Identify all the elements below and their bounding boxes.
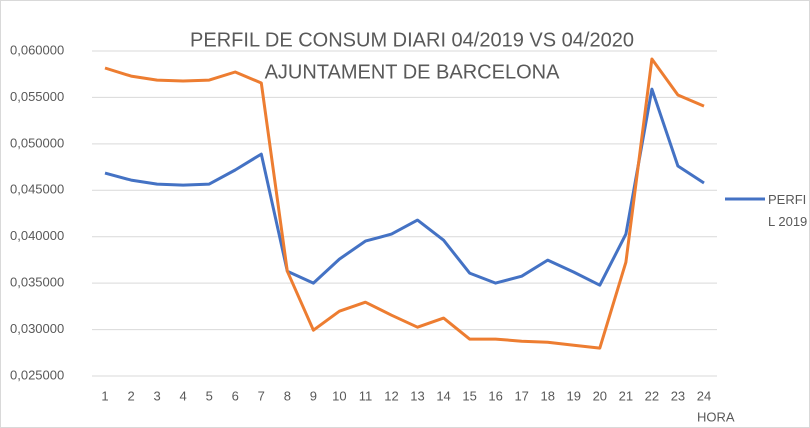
x-tick-label: 9 [310, 388, 317, 403]
x-tick-label: 8 [284, 388, 291, 403]
x-tick-label: 16 [488, 388, 502, 403]
y-tick-label: 0,045000 [10, 182, 64, 197]
x-tick-label: 7 [258, 388, 265, 403]
y-tick-label: 0,030000 [10, 321, 64, 336]
x-tick-label: 17 [514, 388, 528, 403]
data-line [104, 87, 705, 287]
y-tick-label: 0,025000 [10, 367, 64, 382]
y-tick-label: 0,050000 [10, 135, 64, 150]
x-tick-label: 21 [619, 388, 633, 403]
x-tick-label: 18 [540, 388, 554, 403]
x-tick-label: 4 [180, 388, 187, 403]
x-tick-label: 24 [697, 388, 711, 403]
x-tick-label: 3 [153, 388, 160, 403]
x-tick-label: 10 [332, 388, 346, 403]
x-tick-label: 2 [127, 388, 134, 403]
y-tick-label: 0,035000 [10, 275, 64, 290]
x-axis-label: HORA [697, 409, 735, 424]
data-line [104, 57, 705, 350]
x-tick-label: 14 [436, 388, 450, 403]
x-tick-label: 11 [359, 388, 373, 403]
x-tick-label: 22 [645, 388, 659, 403]
x-tick-label: 13 [410, 388, 424, 403]
y-tick-label: 0,055000 [10, 89, 64, 104]
x-tick-label: 20 [593, 388, 607, 403]
x-tick-label: 19 [567, 388, 581, 403]
x-tick-label: 5 [206, 388, 213, 403]
x-tick-label: 6 [232, 388, 239, 403]
y-tick-label: 0,060000 [10, 42, 64, 57]
y-tick-label: 0,040000 [10, 228, 64, 243]
chart-subtitle: AJUNTAMENT DE BARCELONA [265, 61, 561, 83]
x-tick-label: 15 [462, 388, 476, 403]
chart-title: PERFIL DE CONSUM DIARI 04/2019 VS 04/202… [190, 29, 634, 51]
legend-label: PERFIL 2019 [768, 192, 808, 229]
x-tick-label: 23 [671, 388, 685, 403]
x-tick-label: 12 [384, 388, 398, 403]
x-tick-label: 1 [101, 388, 108, 403]
